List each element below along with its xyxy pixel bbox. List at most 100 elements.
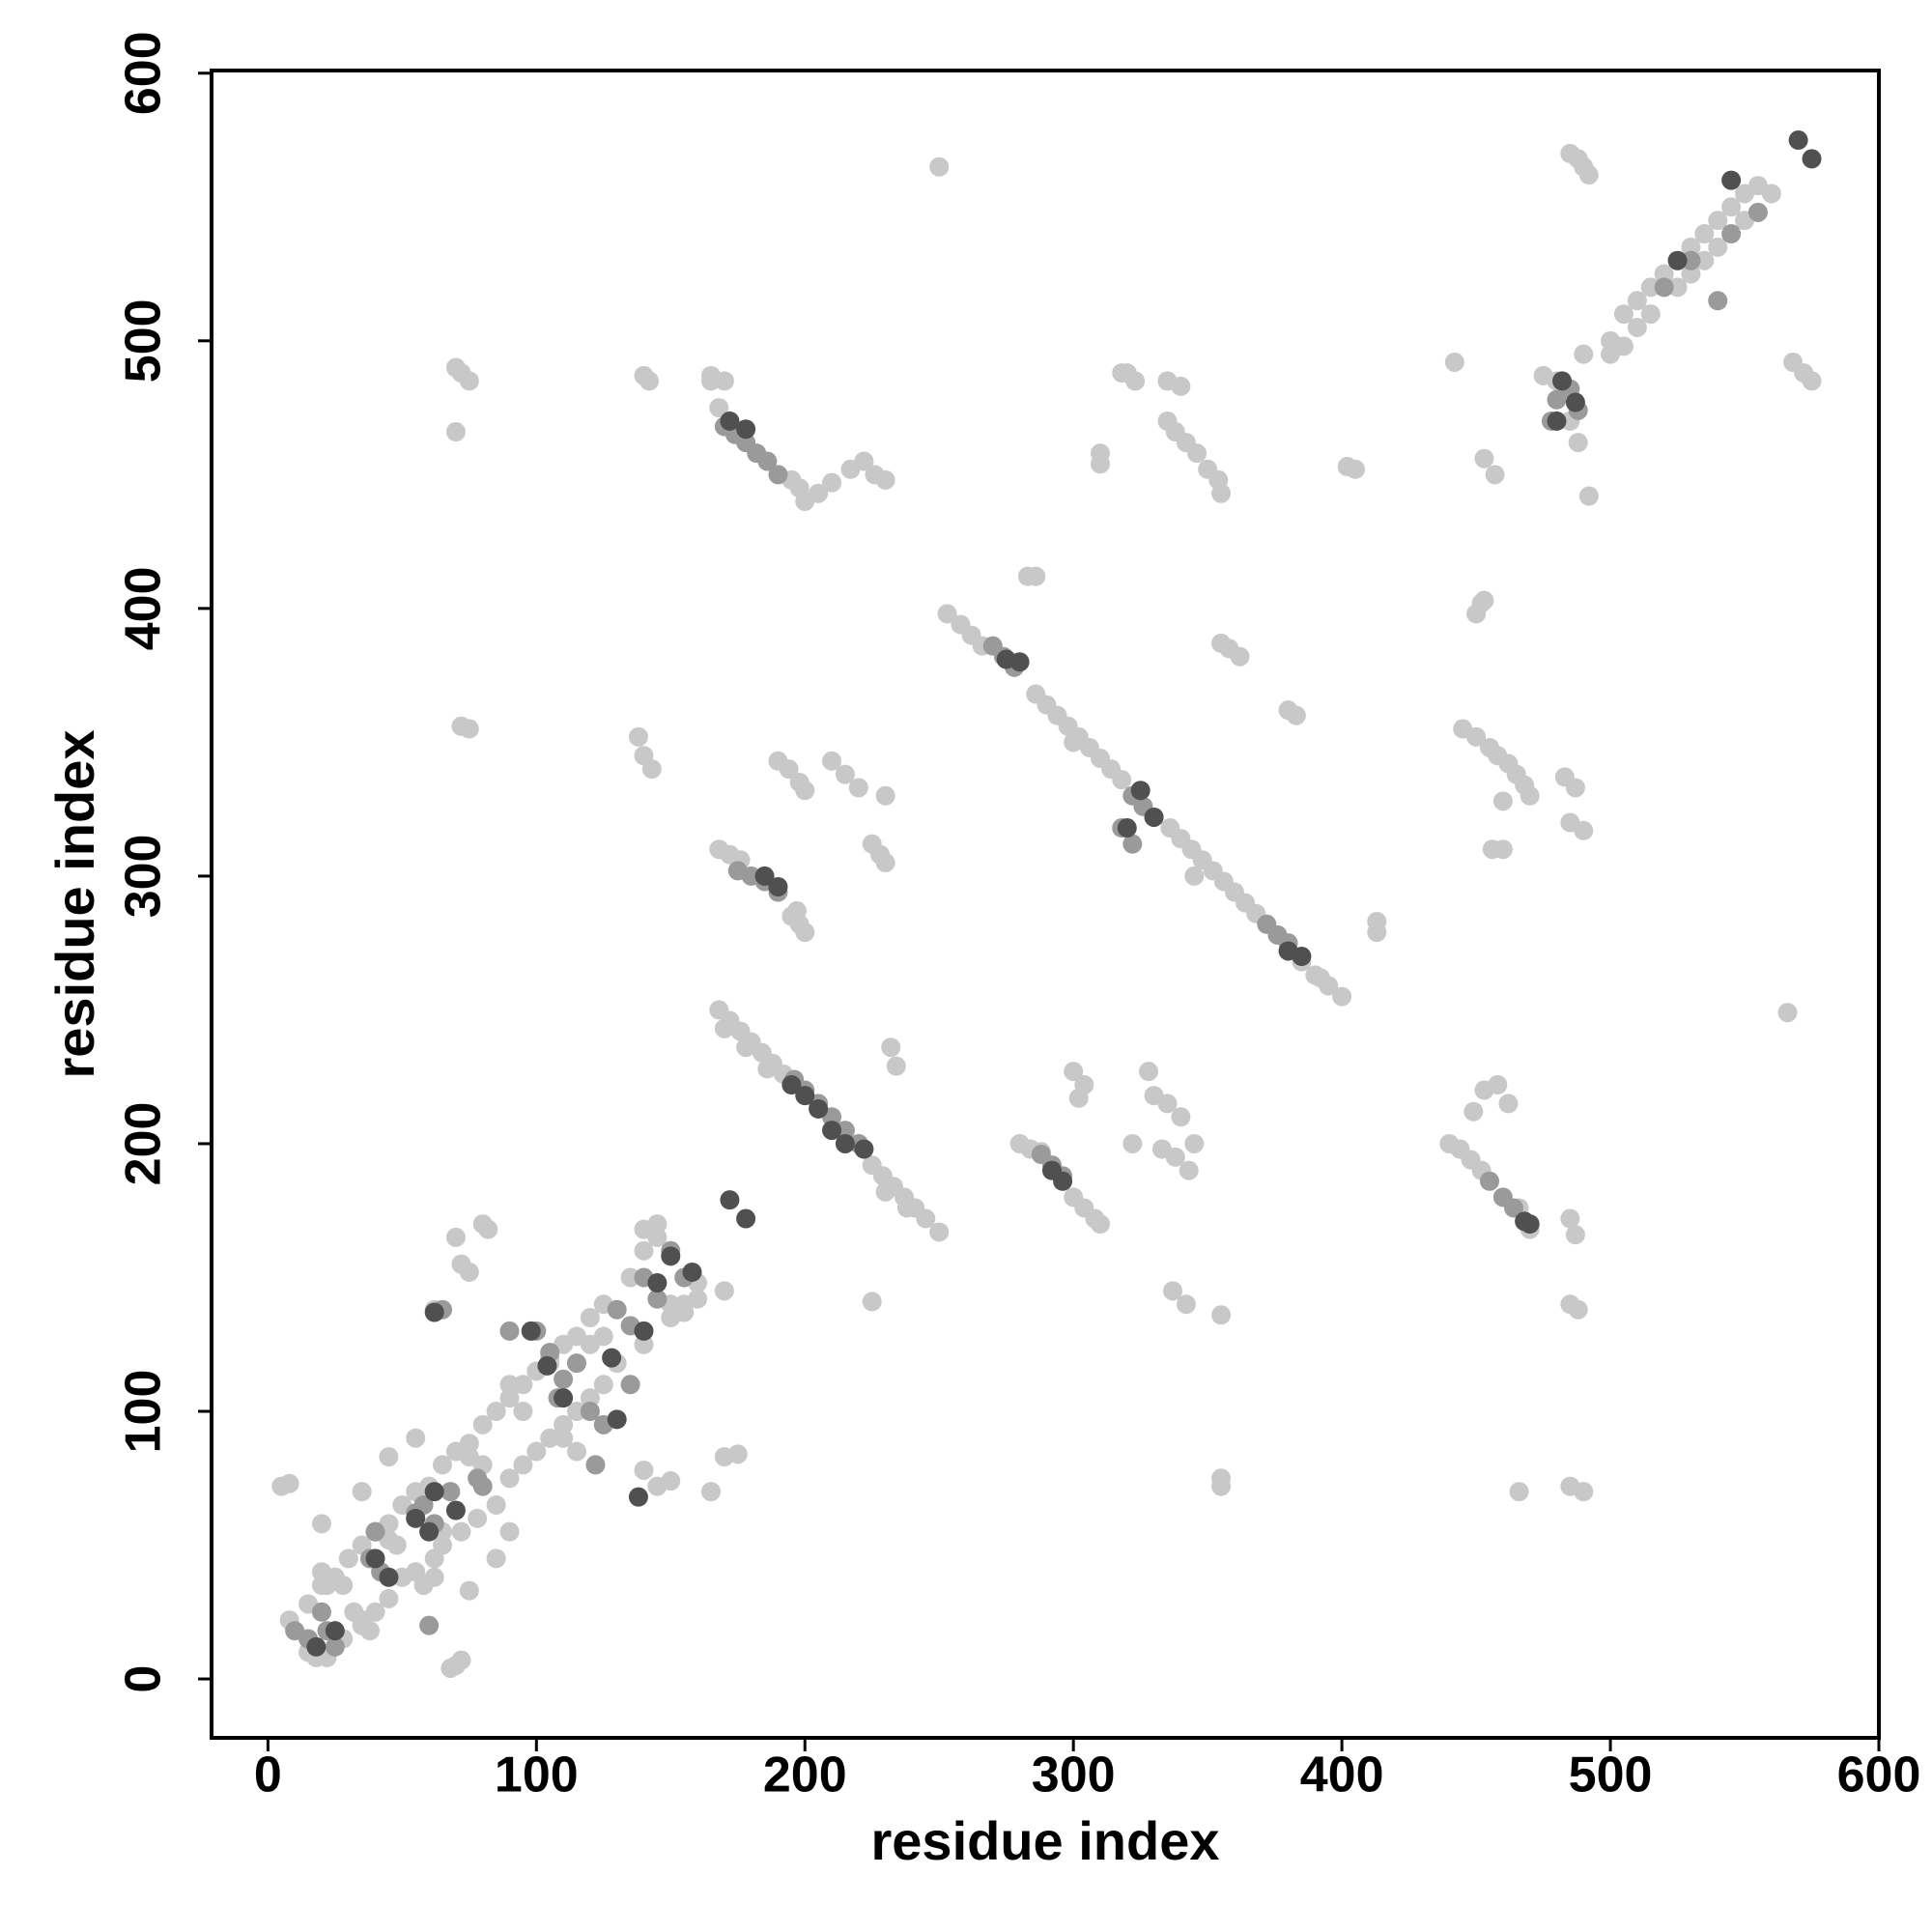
- contact-point: [786, 900, 807, 921]
- contact-point: [1139, 1062, 1159, 1082]
- contact-point: [424, 1302, 444, 1322]
- contact-point: [486, 1402, 506, 1422]
- contact-point: [1064, 1062, 1084, 1082]
- contact-point: [1761, 184, 1781, 204]
- contact-point: [451, 1521, 471, 1542]
- contact-point: [1498, 1094, 1519, 1114]
- contact-point: [1211, 1476, 1232, 1496]
- contact-point: [440, 1482, 461, 1502]
- contact-point: [445, 1227, 466, 1247]
- contact-point: [1667, 250, 1688, 270]
- contact-point: [424, 1567, 444, 1587]
- contact-point: [1520, 1214, 1540, 1235]
- contact-point: [521, 1321, 541, 1341]
- contact-point: [628, 1487, 648, 1507]
- contact-point: [1485, 465, 1505, 485]
- contact-point: [1694, 223, 1715, 243]
- contact-point: [736, 1037, 756, 1058]
- y-tick-label: 200: [116, 1102, 172, 1186]
- x-tick-label: 600: [1837, 1747, 1921, 1804]
- contact-point: [1574, 344, 1594, 364]
- contact-point: [338, 1548, 358, 1569]
- contact-point: [1578, 486, 1599, 506]
- contact-point: [1122, 834, 1143, 854]
- contact-point: [1681, 237, 1701, 257]
- contact-point: [634, 1240, 654, 1261]
- contact-point: [499, 1521, 520, 1542]
- contact-point: [641, 759, 662, 780]
- contact-point: [607, 1409, 627, 1430]
- y-tick-label: 100: [116, 1370, 172, 1454]
- contact-point: [478, 1219, 498, 1239]
- contact-point: [433, 1535, 453, 1555]
- contact-point: [1184, 1133, 1205, 1153]
- contact-point: [854, 451, 874, 471]
- contact-point: [1474, 448, 1494, 469]
- contact-point: [540, 1428, 560, 1448]
- contact-point: [406, 1428, 426, 1448]
- contact-point: [781, 1075, 802, 1095]
- contact-point: [1009, 652, 1030, 672]
- contact-point: [714, 371, 734, 391]
- contact-point: [929, 156, 950, 177]
- contact-point: [1208, 469, 1229, 490]
- contact-point: [1708, 211, 1728, 231]
- contact-point: [1721, 223, 1742, 243]
- contact-point: [1533, 365, 1553, 385]
- contact-point: [333, 1576, 354, 1596]
- contact-point: [433, 1455, 453, 1475]
- contact-point: [445, 1500, 466, 1520]
- contact-point: [688, 1289, 708, 1309]
- contact-point: [1053, 1171, 1073, 1191]
- contact-point: [929, 1222, 950, 1242]
- contact-point: [809, 483, 829, 503]
- contact-point: [499, 1321, 520, 1341]
- contact-point: [1721, 170, 1742, 190]
- contact-point: [1492, 839, 1513, 860]
- contact-point: [647, 1289, 668, 1309]
- contact-point: [1627, 291, 1647, 311]
- contact-point: [379, 1447, 399, 1467]
- contact-point: [714, 1018, 734, 1038]
- contact-point: [1171, 376, 1191, 396]
- contact-point: [875, 853, 895, 873]
- contact-point: [1144, 807, 1164, 827]
- contact-point: [916, 1208, 936, 1229]
- contact-point: [1613, 336, 1634, 356]
- contact-point: [566, 1441, 586, 1462]
- contact-point: [736, 419, 756, 440]
- contact-point: [1708, 237, 1728, 257]
- contact-point: [317, 1576, 337, 1596]
- contact-point: [754, 866, 775, 886]
- contact-point: [1708, 291, 1728, 311]
- contact-point: [835, 764, 855, 784]
- contact-point: [602, 1348, 622, 1368]
- contact-point: [537, 1355, 557, 1376]
- contact-point: [359, 1621, 380, 1641]
- contact-point: [1064, 732, 1084, 753]
- y-tick-label: 300: [116, 835, 172, 919]
- contact-point: [1171, 1107, 1191, 1127]
- contact-point: [445, 422, 466, 442]
- contact-point: [593, 1375, 613, 1395]
- contact-point: [1667, 277, 1688, 298]
- contact-point: [379, 1567, 399, 1587]
- contact-point: [1560, 1208, 1580, 1229]
- contact-point: [513, 1455, 533, 1475]
- contact-point: [768, 465, 788, 485]
- contact-point: [822, 1121, 842, 1141]
- contact-point: [727, 1444, 748, 1464]
- contact-point: [768, 876, 788, 896]
- contact-point: [1337, 457, 1357, 477]
- contact-point: [937, 604, 957, 624]
- contact-point: [1574, 1482, 1594, 1502]
- contact-point: [795, 1086, 815, 1106]
- contact-point: [554, 1414, 574, 1435]
- contact-point: [419, 1615, 440, 1635]
- y-tick-label: 400: [116, 566, 172, 650]
- contact-point: [795, 923, 815, 943]
- contact-point: [757, 451, 778, 471]
- contact-point: [709, 398, 729, 418]
- contact-point: [451, 716, 471, 736]
- contact-point: [634, 1321, 654, 1341]
